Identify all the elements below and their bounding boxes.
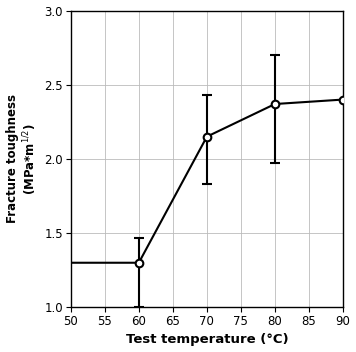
X-axis label: Test temperature (°C): Test temperature (°C) [126,333,288,346]
Y-axis label: Fracture toughness
(MPa*m$^{1/2}$): Fracture toughness (MPa*m$^{1/2}$) [6,94,39,224]
